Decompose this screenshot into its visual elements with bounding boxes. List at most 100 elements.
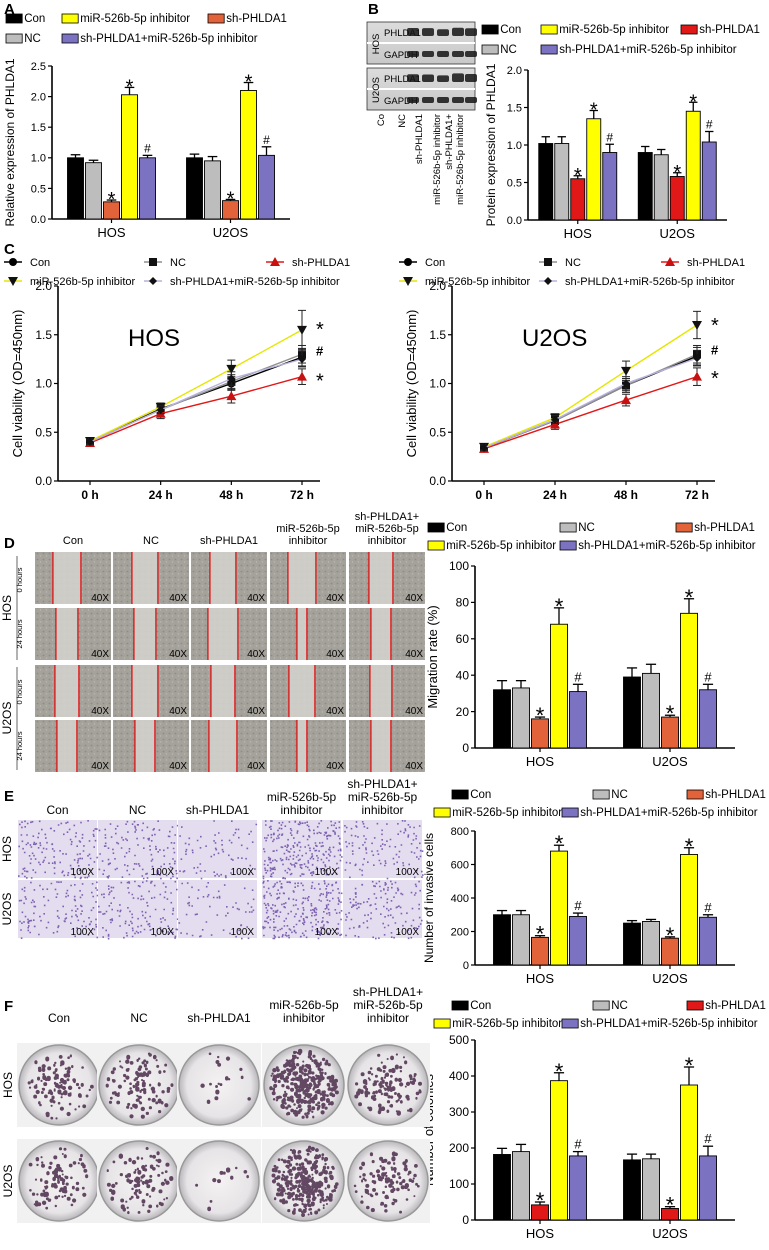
colonies (28, 1147, 89, 1210)
charts: 0.0 0.5 1.0 1.5 2.0 2.5 Relative expression of… (3, 58, 735, 1241)
data-point (551, 415, 559, 424)
bar-con-hos (493, 689, 511, 749)
blot-band (437, 51, 449, 57)
bar-nc-hos (512, 687, 530, 749)
magnification-label: 40X (169, 706, 187, 717)
scratch-image: 40X (349, 665, 425, 717)
data-point (149, 277, 157, 285)
transwell-image: 100X (178, 880, 257, 940)
row-label-time: 24 hours (15, 731, 24, 760)
y-tick-label: 0.0 (31, 214, 46, 226)
bar-con-hos (67, 157, 84, 220)
bar-nc-u2os (642, 921, 660, 966)
x-tick-label: U2OS (213, 225, 249, 240)
blot-band-phlda1-u2os: PHLDA1 (384, 74, 421, 85)
data-point (693, 354, 701, 363)
row-label-cellline: HOS (0, 836, 14, 862)
dish-plate (347, 1044, 429, 1126)
colony-dish (97, 1139, 181, 1223)
y-tick-label: 400 (449, 1069, 469, 1083)
blot-band (422, 97, 434, 103)
colonies (354, 1053, 422, 1116)
panel-label-f: F (4, 998, 13, 1015)
legend-label-combo: sh-PHLDA1+miR-526b-5p inhibitor (559, 44, 737, 56)
y-tick-label: 40 (456, 668, 470, 682)
series-line-combo (483, 357, 698, 449)
legend-swatch-nc (5, 33, 23, 44)
legend-swatch-con (427, 522, 445, 533)
blot-lane-label: miR-526b-5p inhibitor (432, 114, 443, 205)
legend-label-con: Con (446, 522, 467, 534)
data-point (480, 443, 488, 452)
scratch-image: 40X (35, 552, 111, 604)
legend-label-inhibitor: miR-526b-5p inhibitor (452, 1018, 562, 1030)
y-tick-label: 1.5 (507, 102, 522, 114)
x-tick-label: 0 h (81, 488, 98, 502)
legend-swatch-inhibitor (433, 807, 451, 818)
data-point (86, 438, 94, 446)
significance-hash: # (704, 1131, 712, 1146)
bar-combo-u2os (699, 689, 717, 749)
series-line-combo (89, 358, 303, 443)
scratch-background (270, 608, 346, 660)
column-header-d: miR-526b-5p (355, 523, 419, 535)
y-tick-label: 100 (449, 1177, 469, 1191)
legend-label-nc: NC (170, 257, 186, 269)
panel-label-c: C (4, 241, 15, 258)
y-axis-label: Cell viability (OD=450nm) (404, 310, 419, 458)
bar-nc-u2os (204, 160, 221, 220)
bar-inhibitor-u2os (240, 90, 257, 220)
blot-band (437, 75, 449, 82)
transwell-image: 100X (262, 880, 343, 940)
magnification-label: 40X (169, 649, 187, 660)
bar-nc-u2os (642, 672, 660, 749)
bar-combo-hos (139, 157, 156, 220)
legend-swatch-sh (686, 1000, 704, 1011)
y-tick-label: 60 (456, 632, 470, 646)
magnification-label: 100X (231, 867, 255, 878)
legend-label-inhibitor: miR-526b-5p inhibitor (559, 24, 669, 36)
transwell-image: 100X (262, 820, 343, 880)
x-tick-label: 72 h (685, 488, 709, 502)
column-header-d: inhibitor (368, 535, 407, 547)
y-tick-label: 400 (451, 893, 469, 905)
scratch-image: 40X (270, 552, 346, 604)
panel-label-d: D (4, 535, 15, 552)
wound-gap (210, 665, 235, 717)
scratch-image: 40X (191, 552, 267, 604)
scratch-image: 40X (35, 665, 111, 717)
magnification-label: 40X (247, 761, 265, 772)
scratch-background (270, 720, 346, 772)
y-tick-label: 0.5 (31, 183, 46, 195)
chart-D: 0 20 40 60 80 100 Migration rate (%) HOS * * # U2OS… (425, 559, 735, 769)
legend-swatch-con (481, 24, 499, 35)
blot-band (452, 97, 464, 103)
chart-E: 0 200 400 600 800 Number of invasive cells HOS… (422, 826, 735, 986)
column-header-e: inhibitor (280, 803, 322, 817)
wound-gap (207, 608, 238, 660)
column-header-d: sh-PHLDA1+ (355, 511, 420, 523)
bar-con-hos (538, 143, 554, 221)
bar-inhibitor-hos (121, 94, 138, 220)
legend-label-con: Con (470, 789, 491, 801)
y-tick-label: 1.5 (31, 122, 46, 134)
magnification-label: 100X (396, 867, 420, 878)
significance-star: * (666, 701, 675, 726)
y-tick-label: 300 (449, 1105, 469, 1119)
transwell-background (178, 880, 257, 938)
significance-hash: # (574, 898, 582, 913)
transwell-background (18, 820, 97, 878)
significance-star: * (574, 165, 582, 187)
data-point (227, 374, 236, 383)
colony-dish (177, 1139, 261, 1223)
dish-plate (178, 1044, 260, 1126)
wound-gap (368, 552, 393, 604)
blot-lane-label: sh-PHLDA1+ (444, 114, 455, 170)
data-point (404, 258, 412, 266)
y-tick-label: 0.5 (507, 177, 522, 189)
data-point (622, 379, 630, 388)
y-tick-label: 1.0 (31, 153, 46, 165)
wound-gap (287, 552, 316, 604)
